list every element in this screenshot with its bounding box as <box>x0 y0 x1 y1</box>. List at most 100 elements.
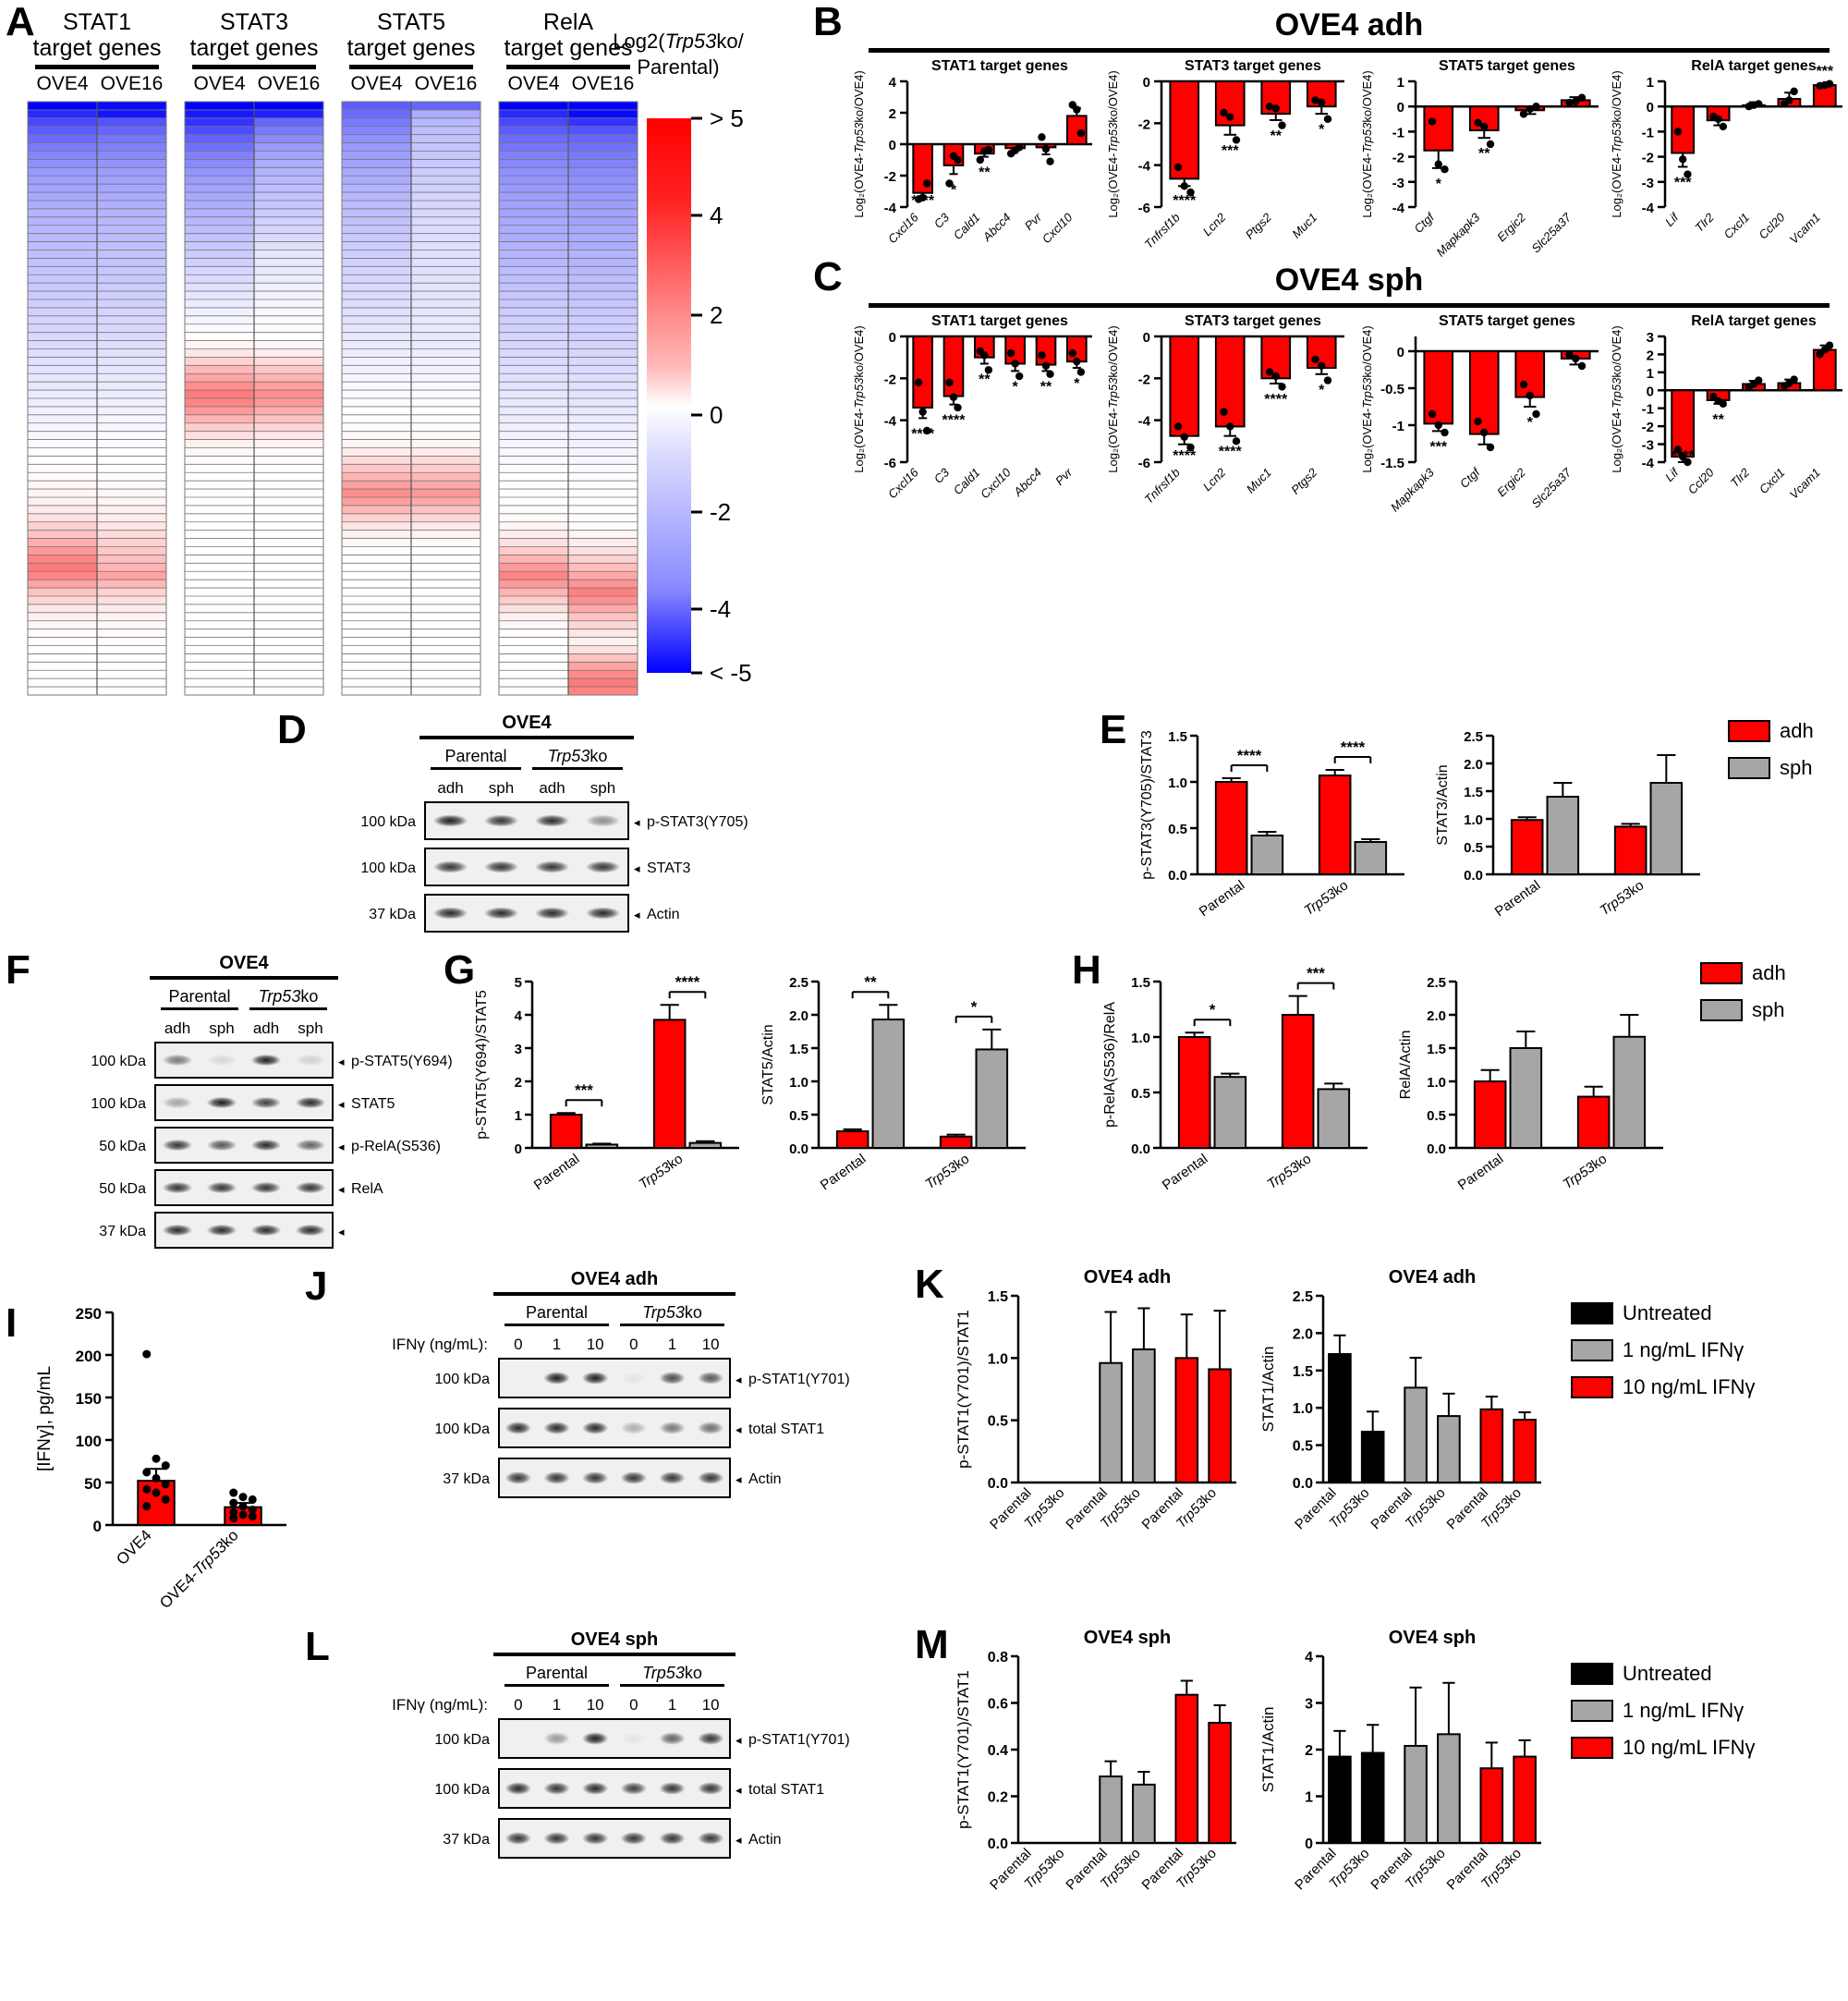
svg-text:***: *** <box>1816 64 1833 79</box>
svg-text:◂: ◂ <box>736 1422 742 1436</box>
svg-text:Parental: Parental <box>526 1664 588 1682</box>
svg-text:*: * <box>1527 415 1534 431</box>
svg-text:Actin: Actin <box>647 907 680 922</box>
svg-text:-3: -3 <box>1642 438 1654 454</box>
svg-text:0.0: 0.0 <box>1293 1476 1313 1492</box>
legend-label: 1 ng/mL IFNγ <box>1623 1699 1745 1722</box>
svg-text:4: 4 <box>515 1008 523 1024</box>
svg-text:**: ** <box>1040 379 1052 395</box>
svg-text:◂: ◂ <box>634 861 640 875</box>
svg-text:p-STAT1(Y701): p-STAT1(Y701) <box>748 1372 850 1387</box>
legend-label: 1 ng/mL IFNγ <box>1623 1338 1745 1361</box>
svg-text:target genes: target genes <box>33 35 162 61</box>
svg-text:-6: -6 <box>1138 456 1150 471</box>
svg-text:2.0: 2.0 <box>1293 1326 1313 1342</box>
svg-text:2.5: 2.5 <box>789 975 808 991</box>
svg-text:0: 0 <box>1647 384 1654 399</box>
svg-text:1: 1 <box>668 1336 676 1353</box>
svg-text:100: 100 <box>76 1433 102 1450</box>
svg-text:10: 10 <box>587 1336 604 1353</box>
legend-item: 10 ng/mL IFNγ <box>1571 1375 1755 1399</box>
legend-swatch <box>1571 1737 1613 1759</box>
svg-text:Trp53ko: Trp53ko <box>1264 1151 1314 1192</box>
svg-text:0.2: 0.2 <box>988 1790 1008 1806</box>
svg-text:2: 2 <box>1647 348 1654 363</box>
svg-text:-6: -6 <box>1138 201 1150 216</box>
svg-text:Cxcl10: Cxcl10 <box>978 465 1014 501</box>
svg-text:Ptgs2: Ptgs2 <box>1243 210 1275 242</box>
svg-text:-4: -4 <box>1138 159 1151 175</box>
svg-text:◂: ◂ <box>634 908 640 921</box>
svg-text:****: **** <box>1237 747 1262 764</box>
svg-text:Log₂(OVE4-Trp53ko/OVE4): Log₂(OVE4-Trp53ko/OVE4) <box>852 325 866 472</box>
svg-text:OVE4: OVE4 <box>193 73 245 94</box>
pair-bar-chart: 0.0 0.5 1.0 1.5 Parental * Trp53ko *** p-RelA(S5… <box>1100 961 1377 1211</box>
svg-text:-2: -2 <box>1138 372 1150 387</box>
legend-item: sph <box>1728 756 1814 780</box>
svg-text:Ergic2: Ergic2 <box>1494 210 1528 244</box>
svg-text:p-STAT5(Y694)/STAT5: p-STAT5(Y694)/STAT5 <box>474 990 490 1140</box>
legend-swatch <box>1571 1302 1613 1324</box>
svg-text:0: 0 <box>1143 330 1150 346</box>
svg-text:Parental: Parental <box>168 987 230 1006</box>
svg-text:STAT3 target genes: STAT3 target genes <box>1185 313 1321 329</box>
svg-text:Log₂(OVE4-Trp53ko/OVE4): Log₂(OVE4-Trp53ko/OVE4) <box>1106 325 1120 472</box>
svg-text:****: **** <box>942 413 967 429</box>
svg-text:OVE4-Trp53ko: OVE4-Trp53ko <box>156 1526 242 1612</box>
svg-text:0.0: 0.0 <box>1427 1141 1446 1157</box>
triple-bar-chart: OVE4 sph 0 1 2 3 4 Parental Trp53ko Parental Trp5… <box>1257 1625 1552 1939</box>
svg-text:***: *** <box>575 1081 593 1099</box>
svg-text:1: 1 <box>515 1108 522 1124</box>
svg-text:****: **** <box>675 973 700 991</box>
svg-text:-4: -4 <box>1138 414 1151 430</box>
svg-text:Muc1: Muc1 <box>1244 466 1274 496</box>
svg-text:STAT5: STAT5 <box>351 1096 395 1112</box>
svg-text:IFNγ (ng/mL):: IFNγ (ng/mL): <box>392 1336 488 1353</box>
svg-text:1.0: 1.0 <box>1168 775 1187 791</box>
svg-text:1.5: 1.5 <box>1168 729 1187 745</box>
svg-text:Mapkapk3: Mapkapk3 <box>1433 210 1483 260</box>
svg-text:OVE4: OVE4 <box>113 1526 155 1568</box>
svg-text:Trp53ko: Trp53ko <box>548 747 608 765</box>
panel-c-letter: C <box>813 254 843 299</box>
svg-text:*: * <box>1319 122 1325 138</box>
svg-text:RelA target genes: RelA target genes <box>1691 58 1817 74</box>
svg-text:STAT1/Actin: STAT1/Actin <box>1259 1347 1277 1433</box>
svg-text:target genes: target genes <box>347 35 476 61</box>
svg-text:-3: -3 <box>1392 176 1404 191</box>
svg-text:◂: ◂ <box>338 1097 345 1111</box>
svg-text:**: ** <box>979 165 991 181</box>
svg-text:0.6: 0.6 <box>988 1697 1008 1713</box>
svg-text:Parental: Parental <box>1455 1151 1507 1193</box>
legend-label: sph <box>1752 998 1785 1021</box>
svg-text:2.0: 2.0 <box>789 1008 808 1024</box>
svg-text:-4: -4 <box>1392 201 1405 216</box>
svg-text:p-STAT1(Y701)/STAT1: p-STAT1(Y701)/STAT1 <box>954 1670 972 1829</box>
svg-text:Trp53ko: Trp53ko <box>1560 1151 1610 1192</box>
svg-text:-4: -4 <box>710 595 731 623</box>
gene-bar-chart: STAT1 target genes 0 -2 -4 -6 **** Cxcl16 **** C… <box>850 309 1100 519</box>
svg-text:Pvr: Pvr <box>1052 465 1076 488</box>
legend-swatch <box>1700 962 1743 984</box>
svg-text:-4: -4 <box>1642 201 1655 216</box>
pair-bar-chart: 0.0 0.5 1.0 1.5 Parental **** Trp53ko **** p-STA… <box>1137 715 1414 937</box>
svg-text:◂: ◂ <box>736 1733 742 1747</box>
svg-text:STAT5: STAT5 <box>377 9 445 35</box>
svg-text:Slc25a37: Slc25a37 <box>1528 210 1574 255</box>
svg-text:0: 0 <box>889 330 896 346</box>
svg-text:****: **** <box>911 426 935 442</box>
legend-label: 10 ng/mL IFNγ <box>1623 1375 1756 1398</box>
svg-text:0.5: 0.5 <box>789 1108 808 1124</box>
svg-text:STAT1 target genes: STAT1 target genes <box>931 313 1068 329</box>
svg-text:-2: -2 <box>1138 116 1150 132</box>
svg-text:1.5: 1.5 <box>1464 785 1483 800</box>
svg-text:OVE4 adh: OVE4 adh <box>1084 1267 1171 1287</box>
svg-text:Lif: Lif <box>1662 210 1682 229</box>
svg-text:1.0: 1.0 <box>1464 812 1483 828</box>
svg-text:2: 2 <box>515 1075 522 1091</box>
panel-k-charts: OVE4 adh 0.0 0.5 1.0 1.5 Parental Trp53ko Paren… <box>952 1264 1848 1588</box>
svg-text:1: 1 <box>1647 75 1654 91</box>
svg-text:50 kDa: 50 kDa <box>99 1139 146 1154</box>
svg-text:OVE16: OVE16 <box>258 73 321 94</box>
svg-text:3: 3 <box>1647 330 1654 346</box>
